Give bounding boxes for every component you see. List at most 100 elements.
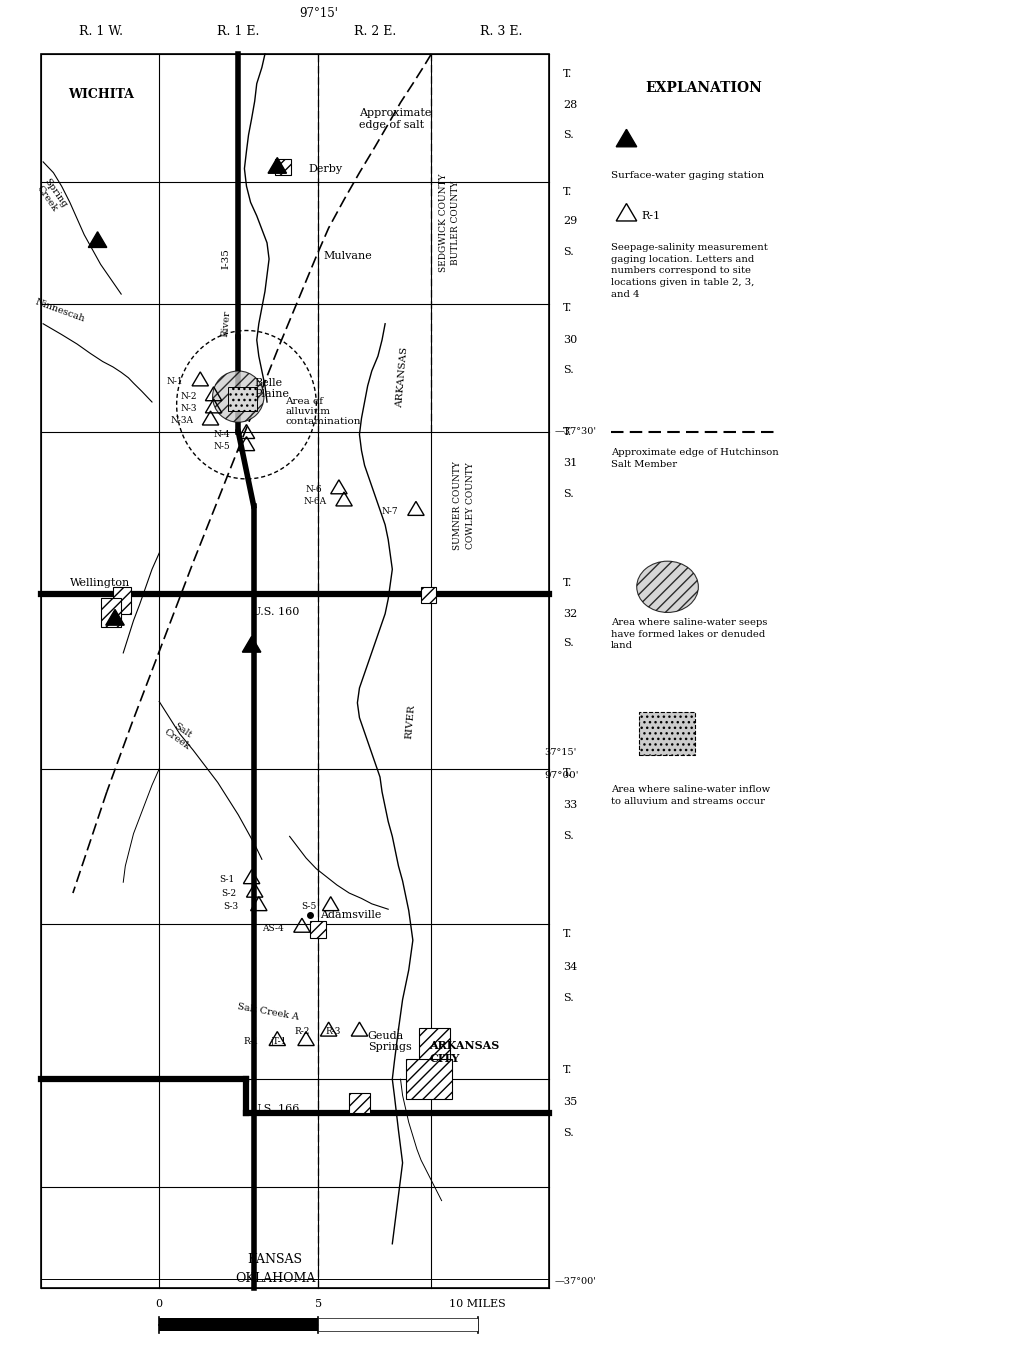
Text: N-3: N-3	[181, 405, 197, 413]
Bar	[419, 1028, 450, 1082]
Text: 34: 34	[563, 962, 577, 973]
Text: 10 MILES: 10 MILES	[449, 1299, 506, 1309]
Text: N-6A: N-6A	[303, 498, 327, 506]
Text: Salt Creek A: Salt Creek A	[236, 1002, 299, 1021]
Polygon shape	[88, 232, 107, 247]
Polygon shape	[242, 637, 261, 652]
Ellipse shape	[637, 561, 698, 612]
Text: R. 3 E.: R. 3 E.	[480, 24, 523, 38]
Text: ARKANSAS
CITY: ARKANSAS CITY	[429, 1040, 499, 1064]
Text: S.: S.	[563, 1128, 573, 1139]
Bar	[41, 54, 549, 1288]
Text: Wellington: Wellington	[70, 577, 130, 588]
Text: Area where saline-water seeps
have formed lakes or denuded
land: Area where saline-water seeps have forme…	[611, 618, 767, 650]
Bar	[113, 587, 131, 614]
Text: Adamsville: Adamsville	[320, 909, 382, 920]
Text: R-1: R-1	[243, 1037, 259, 1045]
Text: BUTLER COUNTY: BUTLER COUNTY	[452, 181, 460, 264]
Text: Geuda
Springs: Geuda Springs	[368, 1031, 412, 1052]
Text: R-2: R-2	[295, 1028, 310, 1036]
Text: R. 1 E.: R. 1 E.	[217, 24, 260, 38]
Text: WICHITA: WICHITA	[68, 88, 134, 101]
Text: R. 1 W.: R. 1 W.	[79, 24, 122, 38]
Text: I-35: I-35	[222, 248, 230, 270]
Text: RIVER: RIVER	[405, 704, 417, 739]
Text: R. 2 E.: R. 2 E.	[353, 24, 396, 38]
Text: 0: 0	[156, 1299, 162, 1309]
Text: S.: S.	[563, 364, 573, 375]
Text: S-3: S-3	[223, 902, 238, 911]
Text: N-1: N-1	[166, 378, 183, 386]
Bar	[421, 587, 436, 603]
Text: SEDGWICK COUNTY: SEDGWICK COUNTY	[440, 173, 448, 272]
Text: jT-1: jT-1	[271, 1037, 288, 1045]
Text: Salt
Creek: Salt Creek	[162, 719, 197, 751]
Text: 97°15': 97°15'	[299, 7, 338, 20]
Text: S.: S.	[563, 247, 573, 258]
Text: EXPLANATION: EXPLANATION	[645, 81, 762, 94]
Text: 29: 29	[563, 216, 577, 227]
Text: 5: 5	[315, 1299, 321, 1309]
Text: COWLEY COUNTY: COWLEY COUNTY	[466, 463, 474, 549]
Text: S.: S.	[563, 488, 573, 499]
Bar	[159, 1318, 318, 1331]
Text: Approximate
edge of salt: Approximate edge of salt	[359, 108, 431, 130]
Text: S.: S.	[563, 130, 573, 140]
Text: 32: 32	[563, 608, 577, 619]
Text: Surface-water gaging station: Surface-water gaging station	[611, 171, 764, 179]
Text: U.S. 160: U.S. 160	[252, 607, 299, 618]
Text: T.: T.	[563, 69, 572, 80]
Text: KANSAS: KANSAS	[248, 1253, 303, 1267]
Bar	[406, 1059, 452, 1099]
Text: Belle
Plaine: Belle Plaine	[255, 378, 290, 399]
Bar	[639, 712, 695, 755]
Bar	[101, 598, 121, 627]
Text: N-2: N-2	[181, 393, 197, 401]
Bar	[349, 1093, 370, 1113]
Text: 31: 31	[563, 457, 577, 468]
Text: SUMNER COUNTY: SUMNER COUNTY	[453, 461, 461, 550]
Text: T.: T.	[563, 928, 572, 939]
Text: T.: T.	[563, 186, 572, 197]
Text: 97°00': 97°00'	[544, 772, 579, 780]
Text: R-1: R-1	[642, 210, 661, 221]
Text: Approximate edge of Hutchinson
Salt Member: Approximate edge of Hutchinson Salt Memb…	[611, 448, 778, 468]
Polygon shape	[268, 158, 287, 173]
Text: AS-4: AS-4	[262, 924, 283, 932]
Text: 35: 35	[563, 1097, 577, 1108]
Text: S.: S.	[563, 993, 573, 1004]
Text: T.: T.	[563, 1064, 572, 1075]
Text: 28: 28	[563, 100, 577, 111]
Polygon shape	[106, 610, 124, 625]
Bar	[310, 921, 326, 938]
Text: N-5: N-5	[214, 442, 230, 451]
Text: T.: T.	[563, 768, 572, 778]
Polygon shape	[616, 130, 637, 147]
Text: Spring
Creek: Spring Creek	[34, 177, 69, 214]
Text: N-3A: N-3A	[170, 417, 193, 425]
Text: T.: T.	[563, 426, 572, 437]
Text: U.S. 166: U.S. 166	[252, 1103, 299, 1114]
Ellipse shape	[213, 371, 264, 422]
Text: Area where saline-water inflow
to alluvium and streams occur: Area where saline-water inflow to alluvi…	[611, 785, 770, 805]
Text: Seepage-salinity measurement
gaging location. Letters and
numbers correspond to : Seepage-salinity measurement gaging loca…	[611, 243, 768, 299]
Text: Mulvane: Mulvane	[324, 251, 372, 262]
Text: S.: S.	[563, 831, 573, 842]
Text: N-7: N-7	[382, 507, 398, 515]
Text: OKLAHOMA: OKLAHOMA	[235, 1272, 315, 1286]
Text: ARKANSAS: ARKANSAS	[395, 347, 410, 409]
Text: S-5: S-5	[301, 902, 316, 911]
Text: S-2: S-2	[221, 889, 236, 897]
Text: 30: 30	[563, 335, 577, 345]
Text: R-3: R-3	[326, 1028, 341, 1036]
Text: N-4: N-4	[214, 430, 230, 438]
Text: S.: S.	[563, 638, 573, 649]
Text: Derby: Derby	[308, 163, 342, 174]
Text: 37°15': 37°15'	[544, 749, 577, 757]
Text: T.: T.	[563, 302, 572, 313]
Text: Ninnescah: Ninnescah	[34, 297, 85, 324]
Text: Area of
alluvium
contamination: Area of alluvium contamination	[286, 397, 362, 426]
Bar	[318, 1318, 478, 1331]
Text: River: River	[221, 310, 231, 337]
Text: T.: T.	[563, 577, 572, 588]
